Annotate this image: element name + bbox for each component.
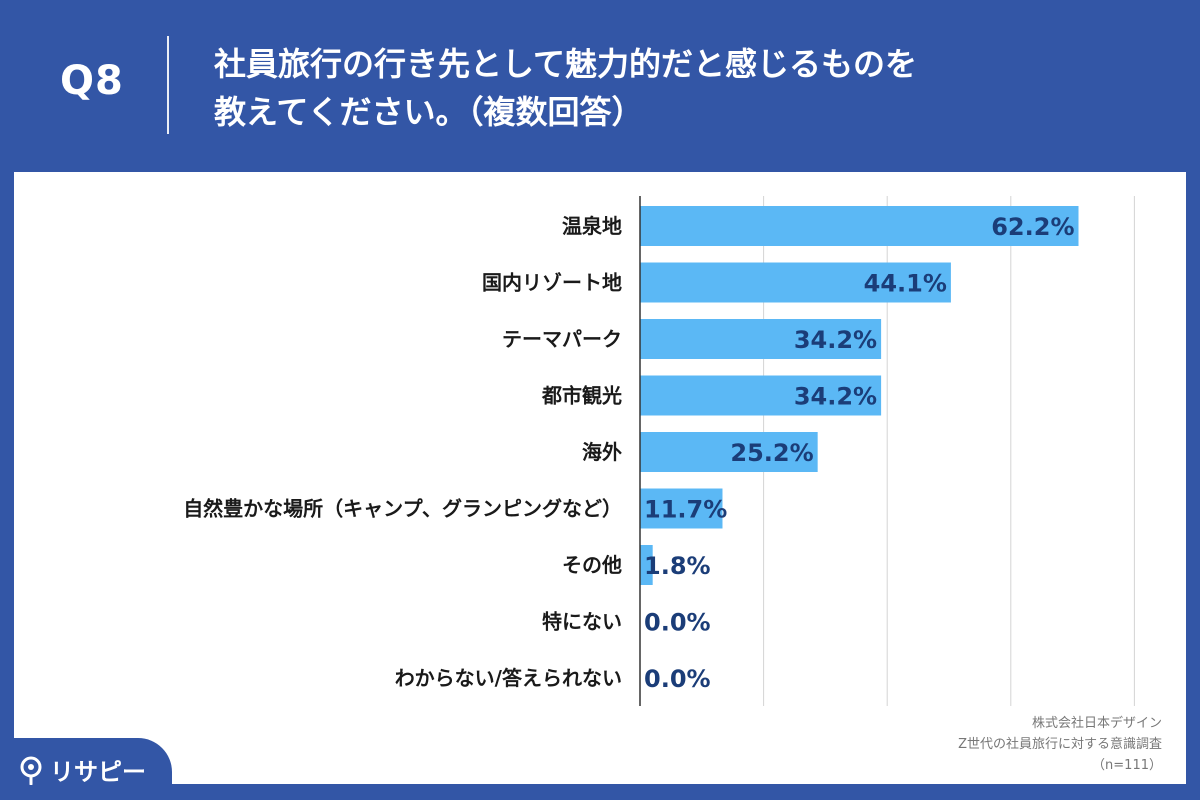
source-sample-size: （n=111） xyxy=(1092,758,1162,773)
value-label: 0.0% xyxy=(644,665,711,693)
source-note: 株式会社日本デザイン Z世代の社員旅行に対する意識調査 （n=111） xyxy=(958,713,1162,776)
value-label: 1.8% xyxy=(644,552,711,580)
bar xyxy=(640,432,818,472)
bar xyxy=(640,262,951,303)
source-survey: Z世代の社員旅行に対する意識調査 xyxy=(958,737,1162,752)
category-label: 特にない xyxy=(542,610,622,634)
pin-search-icon xyxy=(20,756,42,785)
question-title-line-1: 社員旅行の行き先として魅力的だと感じるものを xyxy=(214,45,918,83)
logo-text: リサピー xyxy=(50,758,146,786)
value-label: 0.0% xyxy=(644,609,711,637)
question-title-line-2: 教えてください。（複数回答） xyxy=(214,93,644,131)
category-label: わからない/答えられない xyxy=(395,666,622,690)
category-label: 温泉地 xyxy=(562,214,622,238)
question-header: Q8 社員旅行の行き先として魅力的だと感じるものを 教えてください。（複数回答） xyxy=(0,0,1200,170)
bar xyxy=(640,375,882,416)
logo: リサピー xyxy=(18,752,146,787)
question-title: 社員旅行の行き先として魅力的だと感じるものを 教えてください。（複数回答） xyxy=(214,40,1094,136)
value-label: 62.2% xyxy=(991,213,1074,241)
category-label: その他 xyxy=(562,553,622,577)
logo-tab xyxy=(0,738,172,800)
question-number: Q8 xyxy=(60,58,124,104)
chart-panel: 温泉地 62.2% 国内リゾート地 44.1% テーマパーク 34.2% 都市観光 34.2%… xyxy=(14,172,1186,784)
category-label: 自然豊かな場所（キャンプ、グランピングなど） xyxy=(183,497,622,521)
bar xyxy=(640,206,1079,246)
bar-chart: 温泉地 62.2% 国内リゾート地 44.1% テーマパーク 34.2% 都市観光 34.2%… xyxy=(183,196,1135,706)
value-label: 11.7% xyxy=(644,496,727,524)
value-label: 34.2% xyxy=(794,383,877,411)
source-company: 株式会社日本デザイン xyxy=(1031,716,1162,731)
header-divider xyxy=(167,36,169,134)
value-label: 44.1% xyxy=(864,270,947,298)
category-label: 国内リゾート地 xyxy=(482,271,622,295)
value-label: 34.2% xyxy=(794,326,877,354)
bar xyxy=(640,545,653,585)
bar xyxy=(640,488,723,529)
bar xyxy=(640,319,882,359)
category-label: テーマパーク xyxy=(502,327,622,351)
category-label: 海外 xyxy=(582,440,622,464)
category-label: 都市観光 xyxy=(541,384,622,408)
value-label: 25.2% xyxy=(730,439,813,467)
